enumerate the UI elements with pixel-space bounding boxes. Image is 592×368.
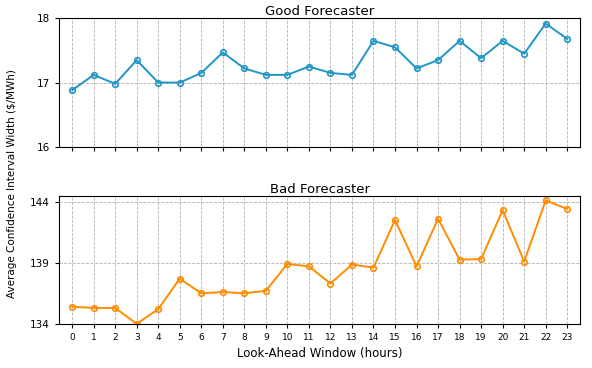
Title: Bad Forecaster: Bad Forecaster	[270, 183, 369, 195]
Title: Good Forecaster: Good Forecaster	[265, 6, 374, 18]
X-axis label: Look-Ahead Window (hours): Look-Ahead Window (hours)	[237, 347, 403, 360]
Text: Average Confidence Interval Width ($/MWh): Average Confidence Interval Width ($/MWh…	[7, 70, 17, 298]
